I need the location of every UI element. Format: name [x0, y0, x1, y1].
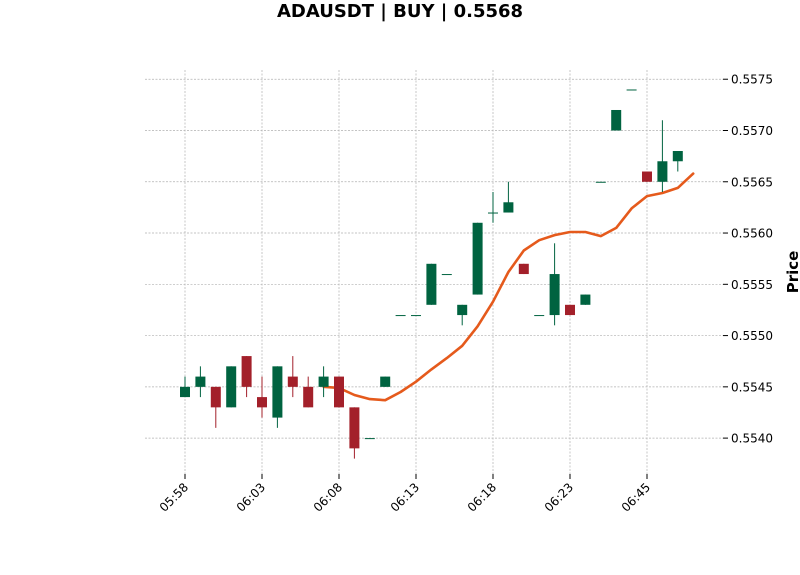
candle-body [257, 397, 267, 408]
candle-body [580, 294, 591, 305]
y-tick-label: 0.5565 [731, 175, 773, 189]
y-tick-label: 0.5545 [731, 380, 773, 394]
candle-body [657, 161, 668, 182]
y-tick-label: 0.5570 [731, 124, 773, 138]
candle-body [349, 407, 360, 449]
y-tick-label: 0.5550 [731, 329, 773, 343]
y-tick-label: 0.5555 [731, 278, 773, 292]
candle-body [241, 356, 252, 387]
candle-body [272, 366, 283, 418]
moving-average-line [322, 172, 695, 402]
x-tick-label: 05:58 [157, 480, 191, 514]
candle-body [380, 376, 391, 387]
candle-body [334, 376, 344, 408]
x-tick-label: 06:18 [465, 480, 499, 514]
candle-body [595, 181, 606, 183]
candle-body [642, 171, 652, 182]
candle-body [565, 304, 575, 316]
candle-body [457, 304, 468, 316]
y-axis-label: Price [784, 251, 800, 294]
x-tick-label: 06:03 [234, 480, 268, 514]
candle-body [611, 109, 622, 131]
candle-body [549, 274, 560, 316]
candles-layer [180, 89, 683, 459]
candle-body [303, 386, 314, 408]
x-tick-label: 06:08 [311, 480, 345, 514]
candle-body [488, 212, 498, 214]
candle-body [210, 386, 221, 408]
candle-body [426, 263, 437, 305]
x-tick-label: 06:45 [619, 480, 653, 514]
candle-body [287, 376, 298, 387]
candle-body [503, 202, 514, 213]
candle-body [318, 376, 329, 387]
candle-body [672, 151, 683, 162]
candle-body [534, 315, 545, 317]
candle-body [411, 315, 421, 317]
chart-title: ADAUSDT | BUY | 0.5568 [277, 1, 523, 22]
candle-body [180, 386, 190, 398]
y-tick-label: 0.5575 [731, 73, 773, 87]
axis-layer: 0.5540 0.5545 0.5550 0.5555 0.5560 0.5565 0.55… [157, 73, 773, 515]
candle-body [518, 263, 529, 275]
candle-body [441, 274, 452, 276]
y-tick-label: 0.5560 [731, 227, 773, 241]
candle-body [195, 376, 206, 387]
candle-body [472, 222, 483, 295]
candle-body [364, 438, 375, 440]
grid-layer [145, 70, 723, 474]
moving-average-layer [322, 172, 695, 402]
x-tick-label: 06:13 [388, 480, 422, 514]
y-tick-label: 0.5540 [731, 432, 773, 446]
candle-body [395, 315, 406, 317]
x-tick-label: 06:23 [542, 480, 576, 514]
candle-body [626, 89, 637, 91]
candle-body [226, 366, 237, 408]
